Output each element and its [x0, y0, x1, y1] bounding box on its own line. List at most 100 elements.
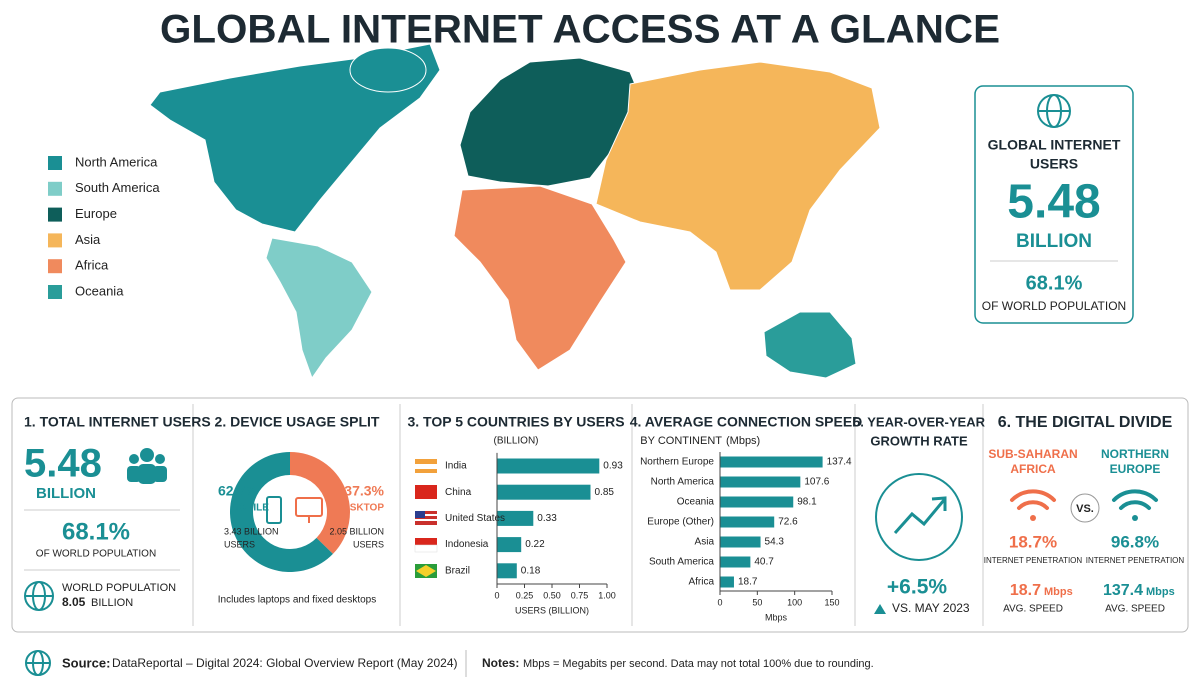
wifi-icon-weak: [1010, 489, 1056, 521]
card-share-label: OF WORLD POPULATION: [982, 299, 1126, 313]
value-label: 18.7: [738, 577, 758, 588]
category-label: North America: [651, 477, 715, 488]
segment-value: 62.7%: [218, 483, 258, 499]
notes-text: Mbps = Megabits per second. Data may not…: [523, 658, 874, 670]
world-pop-label: WORLD POPULATION: [62, 582, 176, 594]
category-label: Europe (Other): [647, 517, 714, 528]
x-tick-label: 0: [717, 597, 722, 607]
segment-sublabel: 2.05 BILLION: [329, 526, 384, 536]
panel-title: 5. YEAR-OVER-YEAR: [853, 414, 986, 429]
segment-name: DESKTOP: [336, 503, 384, 514]
card-share: 68.1%: [1026, 272, 1083, 294]
value-label: 137.4: [827, 457, 852, 468]
speed-label: AVG. SPEED: [1105, 604, 1165, 615]
globe-icon: [1037, 94, 1071, 128]
device-icons: [266, 496, 323, 524]
legend-swatch: [48, 156, 62, 170]
vs-badge: [1070, 493, 1100, 523]
value-label: 0.22: [525, 539, 545, 550]
category-label: United States: [445, 513, 505, 524]
panel-subtitle: BY CONTINENT: [640, 435, 722, 447]
bar-chart: 0.93 India 0.85 China 0.33 United States 0.22 I…: [445, 452, 623, 615]
source-text: DataReportal – Digital 2024: Global Over…: [112, 656, 458, 670]
notes-label: Notes:: [482, 656, 519, 670]
bar: [720, 536, 761, 548]
bar: [497, 510, 534, 526]
panel-subtitle: (BILLION): [493, 436, 538, 447]
bar: [720, 456, 823, 468]
speed-unit: Mbps: [1146, 586, 1175, 598]
category-label: Northern Europe: [640, 457, 714, 468]
panel-note: Includes laptops and fixed desktops: [218, 595, 376, 606]
vs-label: VS.: [1076, 503, 1094, 515]
legend-label: Europe: [75, 206, 117, 221]
donut-segment: [290, 452, 351, 554]
segment-sublabel: USERS: [224, 539, 255, 549]
penetration-label: INTERNET PENETRATION: [984, 556, 1083, 565]
bar: [720, 556, 751, 568]
north-america: [149, 43, 441, 233]
category-label: South America: [649, 557, 714, 568]
speed-label: AVG. SPEED: [1003, 604, 1063, 615]
card-value: 5.48: [1007, 176, 1100, 229]
region-name: SUB-SAHARAN: [988, 447, 1077, 461]
x-tick-label: 0: [494, 590, 499, 600]
x-axis-label: Mbps: [765, 612, 788, 622]
value-label: 40.7: [754, 557, 774, 568]
bar: [497, 458, 600, 474]
growth-label: VS. MAY 2023: [892, 601, 970, 615]
panel-dividers: [192, 404, 984, 626]
legend-swatch: [48, 233, 62, 248]
region-name: AFRICA: [1010, 462, 1056, 476]
legend-label: Oceania: [75, 283, 124, 298]
donut-segment: [230, 452, 333, 572]
world-pop-value: 8.05: [62, 595, 86, 609]
panel-title: 3. TOP 5 COUNTRIES BY USERS: [407, 414, 624, 430]
africa: [453, 185, 627, 371]
bar: [497, 484, 591, 500]
value-label: 0.93: [603, 461, 623, 472]
segment-sublabel: 3.43 BILLION: [224, 526, 279, 536]
bar: [720, 516, 775, 528]
value-label: 72.6: [778, 517, 798, 528]
x-tick-label: 150: [824, 597, 839, 607]
segment-name: MOBILE: [230, 503, 269, 514]
card-label: GLOBAL INTERNET: [988, 137, 1121, 153]
world-pop-unit: BILLION: [91, 597, 133, 609]
category-label: Oceania: [677, 497, 715, 508]
penetration-label: INTERNET PENETRATION: [1086, 556, 1185, 565]
speed-value: 18.7: [1010, 582, 1041, 599]
globe-icon: [24, 581, 54, 611]
value-label: 0.18: [521, 565, 541, 576]
penetration-value: 96.8%: [1111, 532, 1159, 551]
legend-swatch: [48, 181, 62, 196]
panel-title: 1. TOTAL INTERNET USERS: [24, 414, 211, 430]
panel-title: 6. THE DIGITAL DIVIDE: [998, 414, 1173, 431]
page-title: GLOBAL INTERNET ACCESS AT A GLANCE: [160, 8, 1000, 52]
speed-unit: Mbps: [1044, 586, 1073, 598]
region-name: NORTHERN: [1101, 447, 1169, 461]
users-unit: BILLION: [36, 485, 96, 502]
map-legend: North America South America Europe Asia Afri…: [48, 154, 160, 299]
share-value: 68.1%: [62, 518, 130, 545]
category-label: China: [445, 487, 472, 498]
penetration-value: 18.7%: [1009, 532, 1057, 551]
panel-title: 2. DEVICE USAGE SPLIT: [215, 414, 380, 430]
category-label: Indonesia: [445, 539, 489, 550]
users-value: 5.48: [24, 442, 102, 486]
x-tick-label: 100: [787, 597, 802, 607]
x-tick-label: 1.00: [598, 590, 616, 600]
globe-icon: [25, 650, 51, 676]
value-label: 54.3: [765, 537, 785, 548]
bar: [720, 496, 794, 508]
people-icon: [127, 448, 167, 484]
speed-value: 137.4: [1103, 582, 1143, 599]
panel-subtitle-unit: (Mbps): [726, 435, 760, 447]
bar-chart: 137.4 Northern Europe 107.6 North America 98…: [640, 452, 852, 622]
segment-sublabel: USERS: [353, 539, 384, 549]
legend-label: Africa: [75, 258, 109, 273]
x-tick-label: 0.75: [571, 590, 589, 600]
legend-swatch: [48, 285, 62, 299]
